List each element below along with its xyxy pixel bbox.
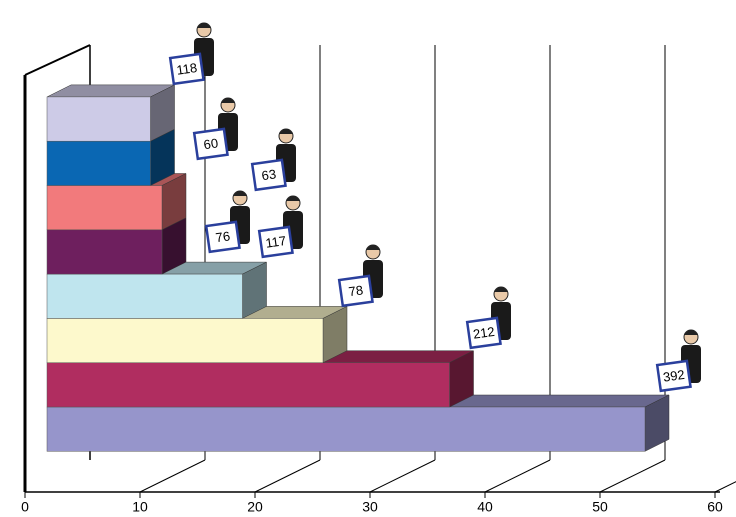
annotation-label: 392: [662, 367, 686, 385]
annotation-label: 117: [265, 233, 288, 251]
figure-sign: [655, 359, 692, 393]
bar: [46, 173, 187, 231]
figure-hair: [197, 23, 211, 28]
x-tick-label: 40: [477, 499, 493, 515]
bar-front: [46, 140, 151, 186]
bar-front: [46, 362, 450, 408]
figure-sign: [337, 274, 374, 308]
figure-hair: [366, 245, 380, 250]
x-tick-label: 50: [592, 499, 608, 515]
x-tick-label: 20: [247, 499, 263, 515]
bar-front: [46, 318, 324, 363]
bar-front: [46, 229, 163, 275]
bar-front: [46, 273, 243, 319]
figure-sign: [192, 127, 229, 161]
x-tick-label: 10: [132, 499, 148, 515]
annotation-figure: 212: [465, 286, 511, 350]
left-wall-top: [24, 44, 91, 76]
annotation-figure: 63: [250, 128, 296, 192]
floor-grid-line: [254, 459, 321, 493]
annotation-figure: 392: [655, 329, 701, 393]
annotation-figure: 76: [204, 190, 250, 254]
figure-sign: [168, 52, 205, 86]
figure-sign: [257, 225, 294, 259]
floor-grid-line: [714, 481, 736, 493]
annotation-label: 76: [215, 228, 231, 245]
x-tick-label: 30: [362, 499, 378, 515]
annotation-label: 60: [203, 135, 219, 152]
annotation-label: 118: [176, 60, 199, 78]
figure-hair: [494, 287, 508, 292]
floor-grid-line: [369, 459, 436, 493]
figure-hair: [684, 330, 698, 335]
figure-hair: [233, 191, 247, 196]
bar-front: [46, 406, 646, 452]
annotation-figure: 78: [337, 244, 383, 308]
figure-hair: [279, 129, 293, 134]
figure-sign: [204, 220, 241, 254]
floor-grid-line: [599, 459, 666, 493]
bar-front: [46, 185, 163, 231]
annotation-figure: 117: [257, 195, 303, 259]
figure-hair: [221, 98, 235, 103]
bar: [46, 84, 175, 142]
annotation-label: 63: [261, 166, 277, 183]
figure-sign: [250, 158, 287, 192]
bar-front: [46, 96, 151, 142]
annotation-figure: 118: [168, 22, 214, 86]
annotation-label: 212: [472, 324, 496, 342]
annotation-label: 78: [348, 282, 364, 299]
x-tick-label: 0: [21, 499, 29, 515]
floor-grid-line: [139, 459, 206, 493]
figure-hair: [286, 196, 300, 201]
annotation-figure: 60: [192, 97, 238, 161]
x-tick-label: 60: [707, 499, 723, 515]
floor-grid-line: [484, 459, 551, 493]
figure-sign: [465, 316, 502, 350]
